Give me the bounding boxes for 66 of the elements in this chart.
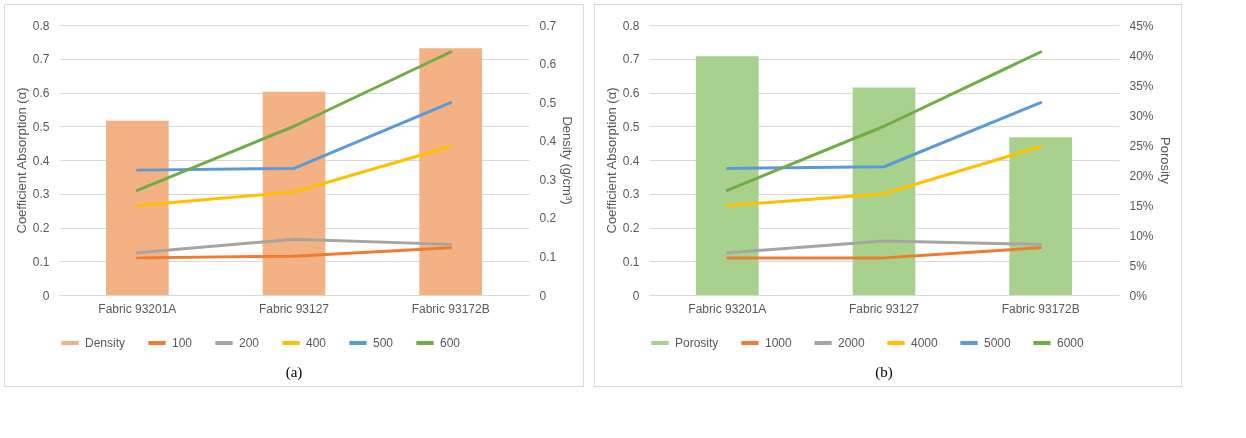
bar (1009, 137, 1072, 295)
y2-tick-label: 0 (539, 288, 547, 303)
y-tick-label: 0.8 (32, 18, 50, 33)
y2-tick-label: 20% (1129, 168, 1154, 183)
bar (262, 91, 326, 295)
legend-label: 400 (306, 336, 327, 350)
legend-label: 600 (440, 336, 461, 350)
y-tick-label: 0 (632, 288, 640, 303)
y-tick-label: 0 (42, 288, 50, 303)
legend-label: 5000 (984, 336, 1012, 350)
y2-tick-label: 0.2 (539, 211, 557, 226)
legend-label: Density (85, 336, 126, 350)
y-tick-label: 0.5 (622, 119, 640, 134)
bar (696, 56, 759, 295)
x-tick-label: Fabric 93201A (688, 301, 767, 316)
y2-tick-label: 45% (1129, 18, 1154, 33)
legend-label: 2000 (838, 336, 866, 350)
y2-tick-label: 40% (1129, 48, 1154, 63)
y2-tick-label: 0.7 (539, 18, 557, 33)
y2-tick-label: 0% (1129, 288, 1148, 303)
legend-label: Porosity (675, 336, 719, 350)
y-axis-title: Coefficient Absorption (α) (13, 87, 29, 234)
x-tick-label: Fabric 93127 (848, 301, 920, 316)
x-tick-label: Fabric 93172B (1001, 301, 1080, 316)
legend-label: 1000 (765, 336, 793, 350)
y-tick-label: 0.7 (622, 52, 640, 67)
y-tick-label: 0.5 (32, 119, 50, 134)
y2-tick-label: 30% (1129, 108, 1154, 123)
y2-axis-title: Density (g/cm³) (560, 116, 576, 205)
bar (106, 120, 169, 295)
y-tick-label: 0.4 (32, 153, 50, 168)
bar (419, 48, 482, 295)
y2-tick-label: 0.5 (539, 95, 557, 110)
y2-tick-label: 15% (1129, 198, 1154, 213)
y-tick-label: 0.1 (32, 254, 50, 269)
y-tick-label: 0.7 (32, 52, 50, 67)
x-tick-label: Fabric 93127 (258, 301, 330, 316)
text: (b) (875, 364, 893, 381)
legend-label: 500 (373, 336, 394, 350)
legend-label: 100 (172, 336, 193, 350)
y2-tick-label: 5% (1129, 258, 1148, 273)
y-tick-label: 0.3 (622, 187, 640, 202)
y-tick-label: 0.2 (622, 221, 640, 235)
y2-tick-label: 0.3 (539, 172, 557, 187)
y2-tick-label: 35% (1129, 78, 1154, 93)
y-tick-label: 0.1 (622, 254, 640, 269)
y2-axis-title: Porosity (1157, 137, 1173, 185)
y-tick-label: 0.8 (622, 18, 640, 33)
y-tick-label: 0.6 (32, 86, 50, 100)
text: (a) (285, 364, 303, 381)
y2-tick-label: 0.1 (539, 249, 557, 264)
y-tick-label: 0.2 (32, 221, 50, 235)
y-tick-label: 0.3 (32, 187, 50, 202)
legend-label: 4000 (911, 336, 939, 350)
y2-tick-label: 10% (1129, 228, 1154, 243)
y2-tick-label: 0.4 (539, 134, 557, 149)
y-axis-title: Coefficient Absorption (α) (603, 87, 619, 234)
x-tick-label: Fabric 93201A (98, 301, 177, 316)
y-tick-label: 0.4 (622, 153, 640, 168)
y2-tick-label: 25% (1129, 138, 1154, 153)
legend-label: 6000 (1057, 336, 1085, 350)
bar (852, 87, 916, 295)
x-tick-label: Fabric 93172B (411, 301, 490, 316)
y-tick-label: 0.6 (622, 86, 640, 100)
y2-tick-label: 0.6 (539, 57, 557, 72)
legend-label: 200 (239, 336, 260, 350)
